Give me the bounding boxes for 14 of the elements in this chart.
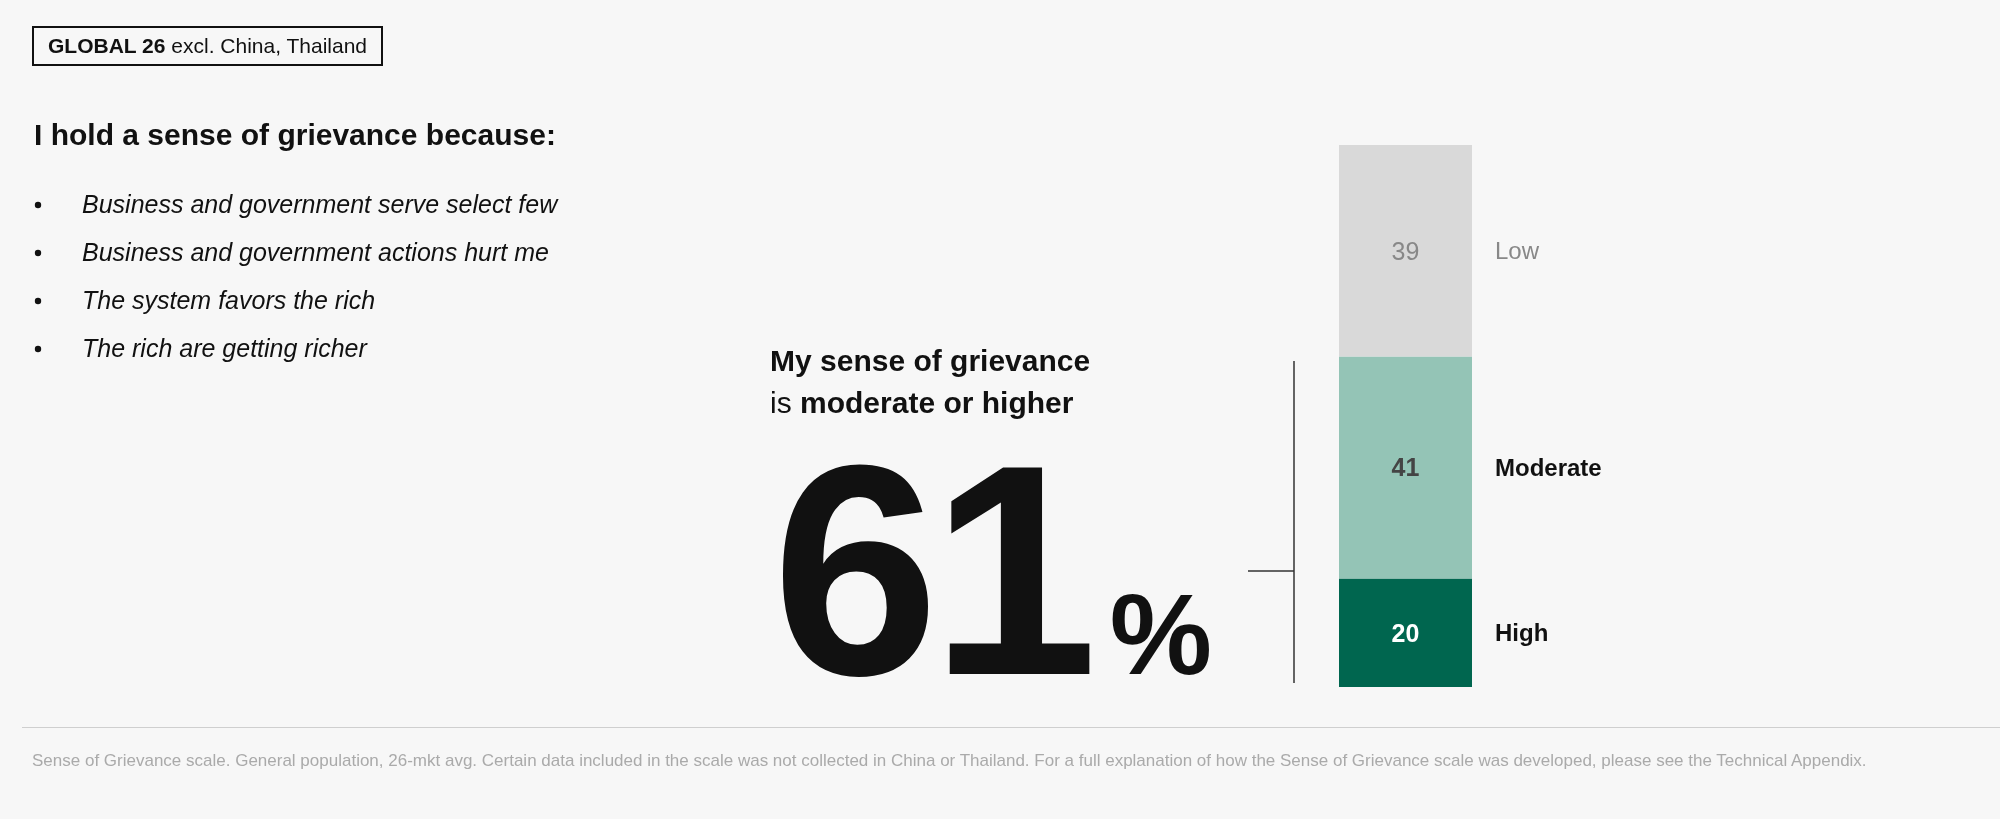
data-label: 20: [1391, 618, 1420, 647]
text: Sense of Grievance scale. General population, 26-mkt avg. Certain data included in the scale was not collected in China or Thailand. For a full explanation of how the Sense of Grievance scale was developed, please see the Technical Appendix.: [32, 750, 1868, 772]
text: I hold a sense of grievance because:: [34, 118, 556, 152]
text: My sense of grievance is moderate or higher: [770, 343, 1091, 421]
text: The rich are getting richer: [81, 334, 367, 363]
text: Business and government serve select few: [81, 190, 558, 219]
series-label: Low: [1495, 237, 1540, 265]
text: The system favors the rich: [81, 286, 376, 315]
series-label: High: [1495, 619, 1549, 647]
data-label: 39: [1391, 236, 1420, 265]
series-label: Moderate: [1495, 453, 1602, 481]
text: GLOBAL 26 excl. China, Thailand: [32, 26, 384, 66]
data-label: 41: [1391, 453, 1420, 482]
text: Business and government actions hurt me: [81, 238, 549, 267]
